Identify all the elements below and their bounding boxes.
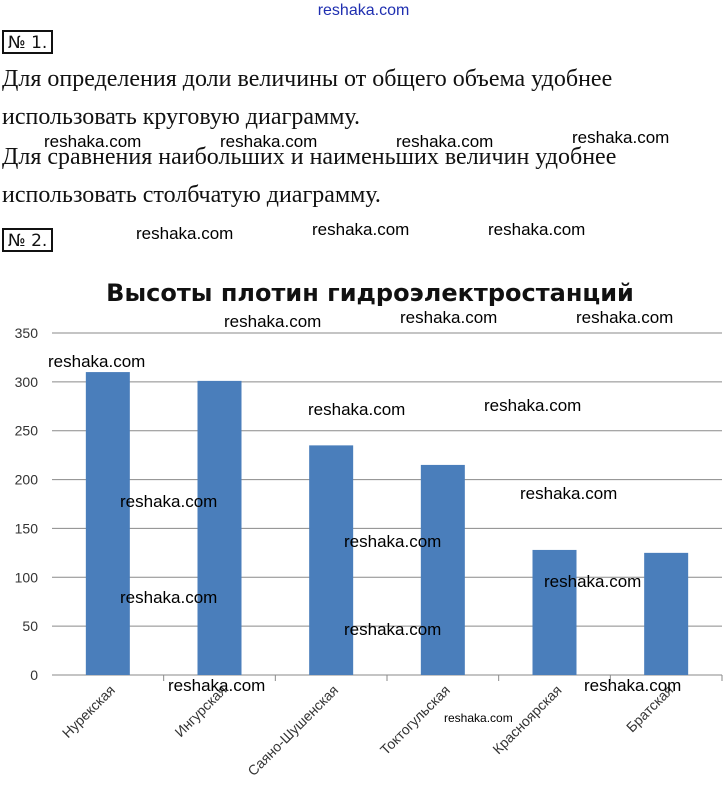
x-tick-label: Ингурская [171,682,229,740]
x-tick-label: Братская [623,682,676,735]
x-tick-label: Красноярская [489,682,564,757]
x-tick-label: Саяно-Шушенская [244,682,341,779]
y-tick-label: 250 [15,423,39,439]
bar-chart: 0 50 100 150 200 250 300 350 Нурекская Ингурская С… [15,325,723,779]
site-header-link[interactable]: reshaka.com [317,2,410,19]
y-tick-label: 150 [15,520,39,536]
watermark: reshaka.com [488,220,586,239]
bar [532,549,577,675]
y-tick-label: 200 [15,472,39,488]
task-1-label: № 1. [2,30,54,54]
bar [644,552,689,675]
bar [309,445,354,675]
y-tick-label: 50 [22,618,38,634]
task-1-line-4: использовать столбчатую диаграмму. [2,182,381,208]
y-tick-label: 350 [15,325,39,341]
task-1-line-3: Для сравнения наибольших и наименьших ве… [2,144,617,170]
task-1-line-1: Для определения доли величины от общего … [2,66,613,92]
y-tick-label: 300 [15,374,39,390]
bar [420,464,465,675]
task-1-line-2: использовать круговую диаграмму. [2,104,360,130]
chart-title: Высоты плотин гидроэлектростанций [106,279,634,307]
x-tick-label: Токтогульская [377,682,453,758]
watermark: reshaka.com [136,224,234,243]
task-2-label: № 2. [2,228,54,252]
watermark: reshaka.com [312,220,410,239]
bar [197,380,242,675]
bar [85,372,130,675]
y-tick-label: 100 [15,569,39,585]
x-tick-label: Нурекская [59,682,118,741]
y-tick-label: 0 [30,667,38,683]
